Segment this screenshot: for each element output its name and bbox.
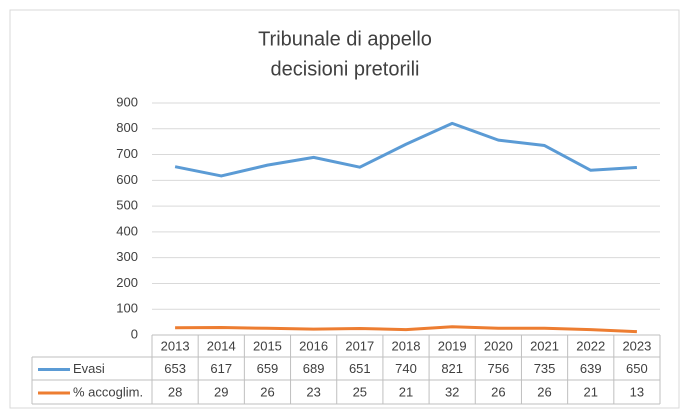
table-value: 756 — [488, 361, 510, 376]
table-value: 653 — [164, 361, 186, 376]
x-tick-label: 2018 — [392, 338, 421, 353]
table-value: 25 — [353, 384, 367, 399]
table-value: 29 — [214, 384, 228, 399]
x-tick-label: 2021 — [530, 338, 559, 353]
series-line — [175, 325, 637, 334]
chart-title: decisioni pretorili — [271, 58, 420, 80]
table-value: 13 — [630, 384, 644, 399]
y-tick-label: 900 — [116, 94, 138, 109]
table-value: 735 — [534, 361, 556, 376]
table-value: 617 — [210, 361, 232, 376]
x-tick-label: 2014 — [207, 338, 236, 353]
x-tick-label: 2015 — [253, 338, 282, 353]
y-tick-label: 800 — [116, 120, 138, 135]
x-tick-label: 2016 — [299, 338, 328, 353]
y-tick-label: 300 — [116, 249, 138, 264]
series-line — [174, 121, 638, 178]
table-value: 651 — [349, 361, 371, 376]
table-value: 740 — [395, 361, 417, 376]
y-tick-label: 100 — [116, 301, 138, 316]
y-tick-label: 200 — [116, 275, 138, 290]
table-value: 26 — [537, 384, 551, 399]
table-value: 23 — [306, 384, 320, 399]
table-value: 659 — [257, 361, 279, 376]
x-tick-label: 2017 — [345, 338, 374, 353]
x-tick-label: 2020 — [484, 338, 513, 353]
table-value: 26 — [260, 384, 274, 399]
legend-label: % accoglim. — [73, 384, 143, 399]
table-value: 21 — [399, 384, 413, 399]
table-value: 32 — [445, 384, 459, 399]
table-value: 28 — [168, 384, 182, 399]
y-tick-label: 700 — [116, 146, 138, 161]
legend-label: Evasi — [73, 361, 105, 376]
y-tick-label: 0 — [131, 326, 138, 341]
table-value: 26 — [491, 384, 505, 399]
table-value: 821 — [441, 361, 463, 376]
x-tick-label: 2023 — [622, 338, 651, 353]
table-value: 639 — [580, 361, 602, 376]
x-tick-label: 2013 — [161, 338, 190, 353]
x-tick-label: 2019 — [438, 338, 467, 353]
y-tick-label: 600 — [116, 172, 138, 187]
x-tick-label: 2022 — [576, 338, 605, 353]
chart-title: Tribunale di appello — [258, 28, 432, 50]
table-value: 21 — [583, 384, 597, 399]
y-tick-label: 500 — [116, 198, 138, 213]
y-tick-label: 400 — [116, 223, 138, 238]
table-value: 689 — [303, 361, 325, 376]
table-value: 650 — [626, 361, 648, 376]
